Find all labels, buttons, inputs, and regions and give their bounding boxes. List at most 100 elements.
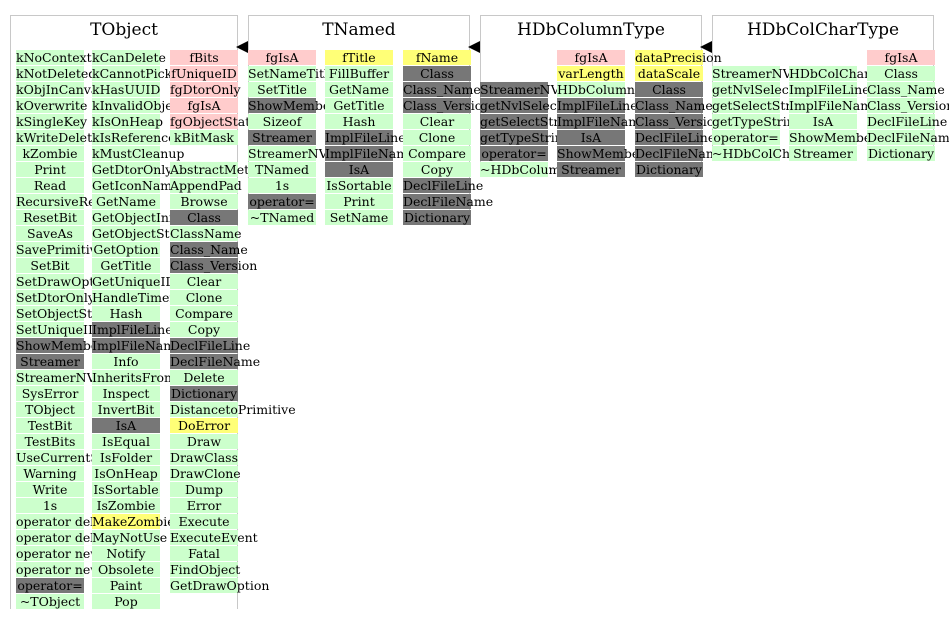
member-cell: Class [867,66,935,81]
member-cell: GetDrawOption [170,578,270,593]
member-cell: fgObjectStat [170,114,251,129]
member-cell: Streamer [557,162,625,177]
member-cell: GetObjectInfo [92,210,182,225]
member-cell: Hash [325,114,393,129]
member-cell: Inspect [92,386,160,401]
member-cell: IsA [325,162,393,177]
member-cell: InheritsFrom [92,370,176,385]
member-cell: GetObjectStat [92,226,183,241]
member-cell: Streamer [16,354,84,369]
member-cell: Clear [403,114,471,129]
member-cell: SysError [16,386,84,401]
member-cell: fTitle [325,50,393,65]
inheritance-arrow-hdbcolumntype-tnamed [468,41,480,53]
member-cell: ~TNamed [248,210,316,225]
member-cell: SetBit [16,258,84,273]
member-cell: kOverwrite [16,98,88,113]
member-cell: SetTitle [248,82,316,97]
member-cell: Delete [170,370,238,385]
member-cell: Browse [170,194,238,209]
member-cell: getSelectString [712,98,812,113]
member-cell: Sizeof [248,114,316,129]
member-cell: GetDtorOnly [92,162,173,177]
member-cell: SetObjectStat [16,306,105,321]
member-cell: DrawClone [170,466,241,481]
member-cell: operator= [712,130,780,145]
member-cell: DeclFileName [867,130,949,145]
member-cell: Fatal [170,546,238,561]
member-cell: fBits [170,50,238,65]
member-cell: IsOnHeap [92,466,160,481]
member-cell: IsZombie [92,498,160,513]
member-cell: StreamerNVirtual [480,82,594,97]
member-cell: Class_Version [635,114,723,129]
member-cell: ImplFileLine [557,98,638,113]
member-cell: Obsolete [92,562,160,577]
member-cell: getSelectString [480,114,580,129]
member-cell: Class_Version [403,98,491,113]
member-cell: kCannotPick [92,66,173,81]
member-cell: SetNameTitle [248,66,336,81]
member-cell: Clone [170,290,238,305]
member-cell: SaveAs [16,226,84,241]
member-cell: ImplFileLine [325,130,406,145]
member-cell: Compare [170,306,238,321]
member-cell: IsA [557,130,625,145]
member-cell: MakeZombie [92,514,175,529]
member-cell: ImplFileName [557,114,648,129]
member-cell: Notify [92,546,160,561]
member-cell: ~HDbColCharType [712,146,835,161]
member-cell: Class_Name [635,98,713,113]
class-title-hdbcolumntype: HDbColumnType [517,20,665,40]
member-cell: TestBits [16,434,84,449]
member-cell: kSingleKey [16,114,88,129]
member-cell: kWriteDelete [16,130,100,145]
member-cell: DoError [170,418,238,433]
member-cell: ImplFileName [325,146,416,161]
member-cell: kBitMask [170,130,238,145]
member-cell: ShowMembers [789,130,884,145]
class-title-tobject: TObject [90,20,158,40]
member-cell: TObject [16,402,84,417]
member-cell: ImplFileName [92,338,183,353]
member-cell: operator= [248,194,316,209]
member-cell: HDbColCharType [789,66,901,81]
member-cell: SetUniqueID [16,322,98,337]
member-cell: Class_Version [170,258,258,273]
member-cell: kZombie [16,146,84,161]
member-cell: GetTitle [325,98,393,113]
member-cell: AppendPad [170,178,242,193]
inheritance-arrow-hdbcolchartype-hdbcolumntype [700,41,712,53]
member-cell: kCanDelete [92,50,166,65]
member-cell: Print [16,162,84,177]
member-cell: getNvlSelectString [480,98,602,113]
member-cell: DeclFileName [170,354,261,369]
member-cell: Warning [16,466,84,481]
member-cell: Clone [403,130,471,145]
member-cell: dataPrecision [635,50,722,65]
member-cell: HDbColumnType [557,82,666,97]
member-cell: SetName [325,210,393,225]
member-cell: FindObject [170,562,241,577]
member-cell: fgIsA [170,98,238,113]
member-cell: fgDtorOnly [170,82,241,97]
member-cell: Class [170,210,238,225]
member-cell: fName [403,50,471,65]
member-cell: Dictionary [403,210,471,225]
member-cell: kInvalidObject [92,98,185,113]
member-cell: DeclFileLine [170,338,251,353]
member-cell: Info [92,354,160,369]
member-cell: getNvlSelectString [712,82,834,97]
member-cell: InvertBit [92,402,160,417]
member-cell: 1s [16,498,84,513]
member-cell: TestBit [16,418,84,433]
member-cell: Pop [92,594,160,609]
member-cell: ShowMembers [557,146,652,161]
member-cell: StreamerNVirtual [712,66,826,81]
member-cell: Execute [170,514,238,529]
member-cell: varLength [557,66,625,81]
member-cell: fgIsA [248,50,316,65]
member-cell: GetName [325,82,393,97]
member-cell: ExecuteEvent [170,530,258,545]
member-cell: DeclFileLine [403,178,484,193]
